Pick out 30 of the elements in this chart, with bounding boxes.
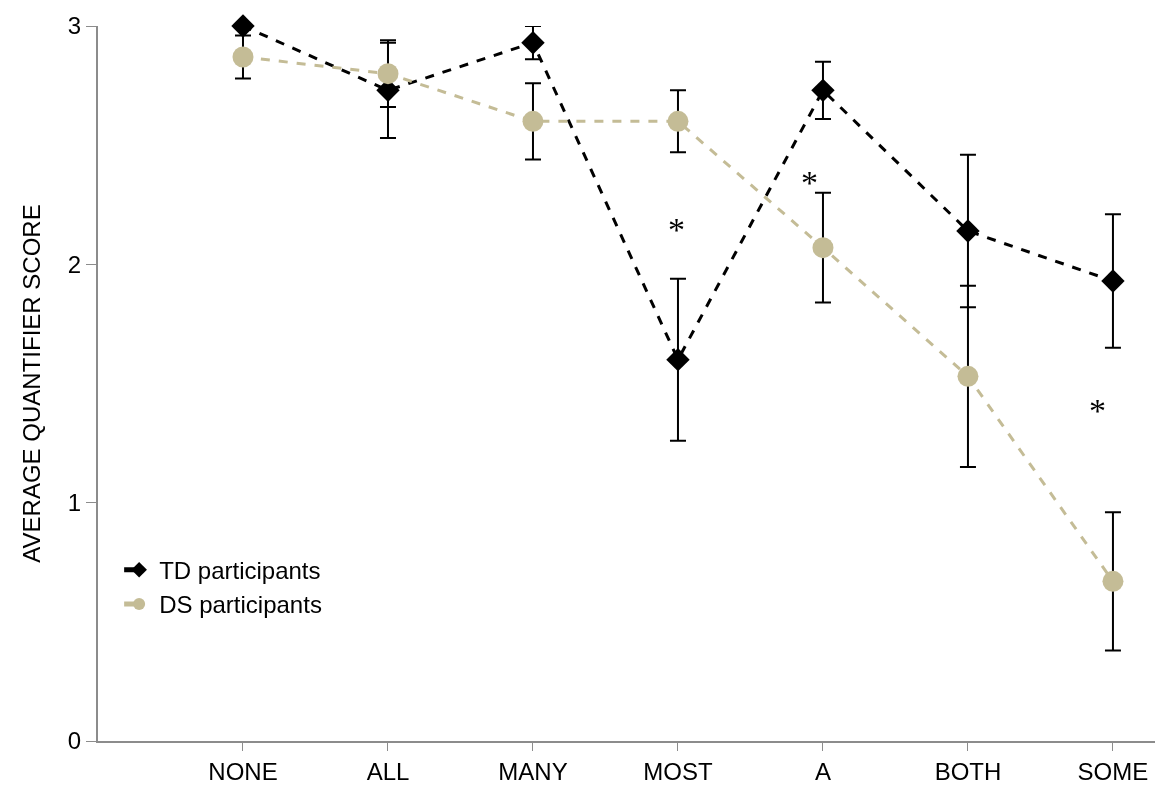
x-tick-label: BOTH xyxy=(934,757,1002,785)
point xyxy=(522,110,544,132)
point xyxy=(1102,570,1124,592)
annotation: * xyxy=(801,164,818,201)
y-tick-label: 2 xyxy=(67,250,82,278)
x-tick-label: MOST xyxy=(643,757,713,785)
point xyxy=(666,347,690,372)
x-tick-label: ALL xyxy=(366,757,410,785)
point xyxy=(956,219,980,243)
y-tick-label: 3 xyxy=(67,12,82,40)
x-tick-label: MANY xyxy=(498,757,568,785)
point xyxy=(231,14,255,38)
point xyxy=(957,365,979,387)
point xyxy=(812,237,834,259)
legend-label: TD participants xyxy=(159,557,321,585)
point xyxy=(377,63,399,85)
annotation: * xyxy=(1089,392,1106,429)
y-tick-label: 1 xyxy=(67,489,82,517)
x-tick-label: SOME xyxy=(1077,757,1149,785)
point xyxy=(811,78,835,103)
point xyxy=(521,30,545,55)
x-tick-label: NONE xyxy=(208,757,278,785)
point xyxy=(232,46,254,68)
point xyxy=(667,110,689,132)
x-tick-label: A xyxy=(814,757,831,785)
annotation: * xyxy=(668,211,685,248)
y-axis-title: AVERAGE QUANTIFIER SCORE xyxy=(18,204,46,563)
point xyxy=(1101,269,1125,293)
y-tick-label: 0 xyxy=(67,727,82,755)
legend-label: DS participants xyxy=(159,591,322,619)
